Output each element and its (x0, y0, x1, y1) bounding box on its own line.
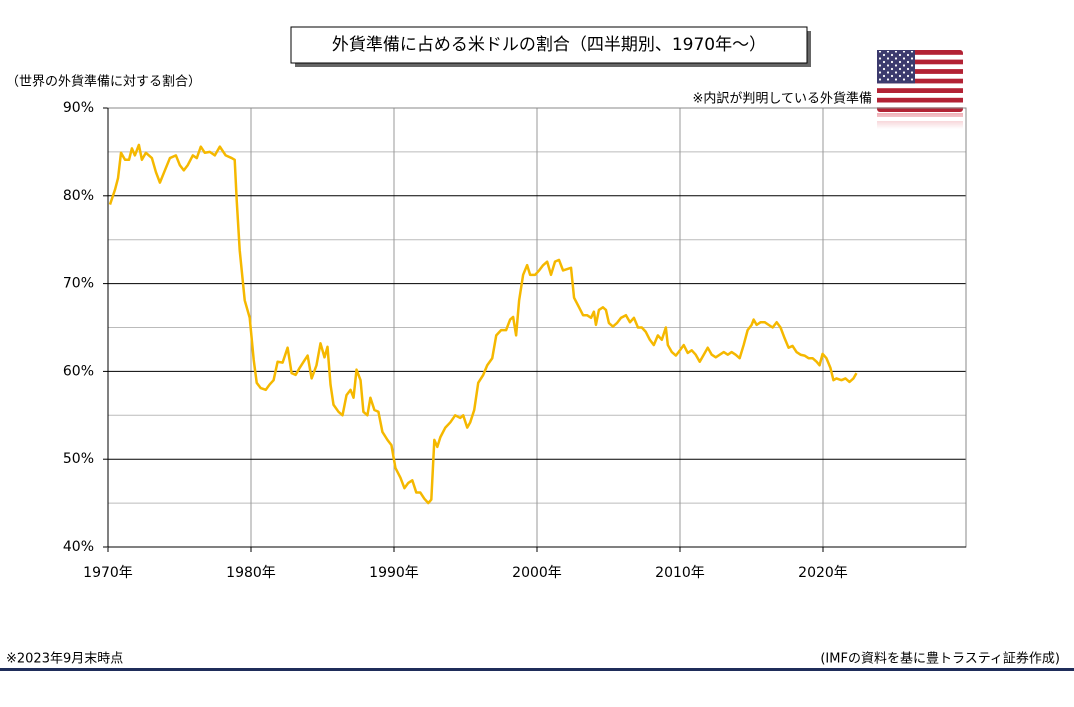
note: ※内訳が判明している外貨準備 (692, 91, 872, 107)
footnote: ※2023年9月末時点 (6, 652, 123, 667)
source: (IMFの資料を基に豊トラスティ証券作成) (820, 651, 1060, 667)
data-line (108, 143, 858, 505)
x-tick-label: 2000年 (512, 565, 562, 581)
chart-title: 外貨準備に占める米ドルの割合（四半期別、1970年～） (332, 35, 766, 55)
x-tick-label: 1990年 (369, 565, 419, 581)
y-tick-label: 60% (63, 363, 94, 379)
x-tick-label: 2010年 (655, 565, 705, 581)
x-tick-label: 2020年 (798, 565, 848, 581)
x-tick-label: 1970年 (83, 565, 133, 581)
y-axis-label: （世界の外貨準備に対する割合） (6, 74, 201, 90)
y-tick-label: 50% (63, 451, 94, 467)
y-tick-label: 90% (63, 100, 94, 116)
us-flag (877, 50, 963, 129)
y-tick-label: 70% (63, 276, 94, 292)
footer-rule (0, 668, 1074, 671)
title-box (290, 26, 808, 64)
y-tick-label: 80% (63, 188, 94, 204)
y-tick-label: 40% (63, 539, 94, 555)
x-tick-label: 1980年 (226, 565, 276, 581)
